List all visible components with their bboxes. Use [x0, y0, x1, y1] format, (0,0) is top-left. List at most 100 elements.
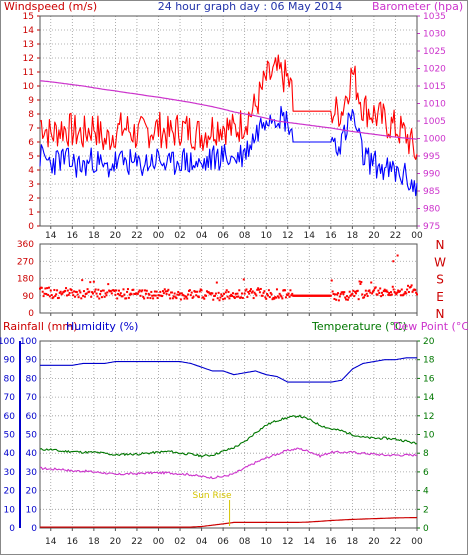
- direction-point: [223, 297, 226, 300]
- direction-point: [150, 290, 153, 293]
- direction-point: [273, 297, 276, 300]
- direction-point: [370, 281, 373, 284]
- direction-point: [271, 298, 274, 301]
- rainfall-tick-label: 0: [9, 524, 15, 534]
- direction-point: [378, 291, 381, 294]
- direction-point: [399, 294, 402, 297]
- x-tick-label: 06: [217, 537, 229, 547]
- x-tick-label: 12: [282, 537, 293, 547]
- x-tick-label: 16: [67, 231, 79, 241]
- direction-point: [356, 289, 359, 292]
- x-tick-label: 14: [304, 231, 316, 241]
- direction-point: [59, 290, 62, 293]
- direction-point: [110, 292, 113, 295]
- temperature-tick-label: 14: [423, 393, 435, 403]
- direction-point: [66, 289, 69, 292]
- direction-point: [261, 294, 264, 297]
- direction-point: [242, 278, 245, 281]
- x-tick-label: 04: [196, 537, 208, 547]
- direction-point: [74, 295, 77, 298]
- direction-point: [148, 293, 151, 296]
- direction-point: [86, 288, 89, 291]
- direction-point: [44, 287, 47, 290]
- barometer-tick-label: 1030: [423, 30, 446, 40]
- direction-point: [185, 295, 188, 298]
- direction-point: [99, 292, 102, 295]
- direction-point: [416, 293, 418, 296]
- x-tick-label: 20: [110, 537, 122, 547]
- direction-point: [161, 295, 164, 298]
- x-tick-label: 14: [45, 231, 57, 241]
- direction-point: [363, 294, 366, 297]
- direction-point: [72, 294, 75, 297]
- direction-point: [182, 294, 185, 297]
- direction-point: [211, 292, 214, 295]
- direction-point: [265, 297, 268, 300]
- direction-point: [137, 290, 140, 293]
- direction-point: [251, 290, 254, 293]
- compass-label: S: [436, 273, 444, 287]
- direction-point: [94, 288, 97, 291]
- rainfall-tick-label: 50: [4, 431, 16, 441]
- direction-point: [410, 284, 413, 287]
- direction-point: [254, 293, 257, 296]
- windspeed-tick-label: 15: [23, 12, 34, 22]
- direction-point: [56, 289, 59, 292]
- direction-point: [88, 290, 91, 293]
- direction-point: [386, 290, 389, 293]
- windspeed-tick-label: 11: [23, 68, 34, 78]
- direction-point: [379, 287, 382, 290]
- direction-point: [91, 291, 94, 294]
- x-tick-label: 10: [260, 537, 272, 547]
- direction-point: [149, 297, 152, 300]
- barometer-line: [39, 80, 418, 140]
- direction-point: [102, 289, 105, 292]
- direction-point: [235, 295, 238, 298]
- direction-point: [158, 294, 161, 297]
- humidity-axis-label: Humidity (%): [66, 320, 138, 333]
- direction-point: [267, 289, 270, 292]
- direction-point: [380, 295, 383, 298]
- temperature-tick-label: 20: [423, 337, 435, 347]
- rainfall-tick-label: 40: [4, 449, 16, 459]
- windspeed-axis-label: Windspeed (m/s): [4, 0, 97, 13]
- windspeed-tick-label: 13: [23, 40, 34, 50]
- direction-point: [200, 289, 203, 292]
- windspeed-tick-label: 14: [23, 26, 35, 36]
- rainfall-tick-label: 20: [4, 487, 16, 497]
- direction-point: [126, 288, 129, 291]
- direction-point: [389, 294, 392, 297]
- direction-point: [220, 293, 223, 296]
- direction-point: [372, 289, 375, 292]
- direction-point: [268, 296, 271, 299]
- dewpoint-line: [40, 447, 418, 480]
- direction-point: [117, 289, 120, 292]
- direction-point: [97, 288, 100, 291]
- direction-point: [92, 280, 95, 283]
- direction-point: [354, 292, 357, 295]
- x-tick-label: 18: [347, 231, 359, 241]
- direction-point: [275, 288, 278, 291]
- direction-point: [395, 293, 398, 296]
- barometer-tick-label: 995: [423, 152, 440, 162]
- direction-point: [393, 290, 396, 293]
- direction-point: [353, 295, 356, 298]
- direction-point: [119, 292, 122, 295]
- rainfall-tick-label: 100: [0, 337, 15, 347]
- direction-point: [67, 293, 70, 296]
- direction-point: [91, 292, 94, 295]
- direction-point: [109, 290, 112, 293]
- direction-point: [126, 290, 129, 293]
- direction-point: [240, 296, 243, 299]
- direction-tick-label: 180: [17, 275, 34, 285]
- barometer-tick-label: 980: [423, 205, 440, 215]
- direction-point: [64, 289, 67, 292]
- barometer-tick-label: 1035: [423, 12, 446, 22]
- direction-point: [138, 289, 141, 292]
- direction-point: [140, 290, 143, 293]
- direction-point: [227, 290, 230, 293]
- direction-point: [382, 290, 385, 293]
- wind-average-line: [39, 105, 418, 197]
- direction-point: [58, 291, 61, 294]
